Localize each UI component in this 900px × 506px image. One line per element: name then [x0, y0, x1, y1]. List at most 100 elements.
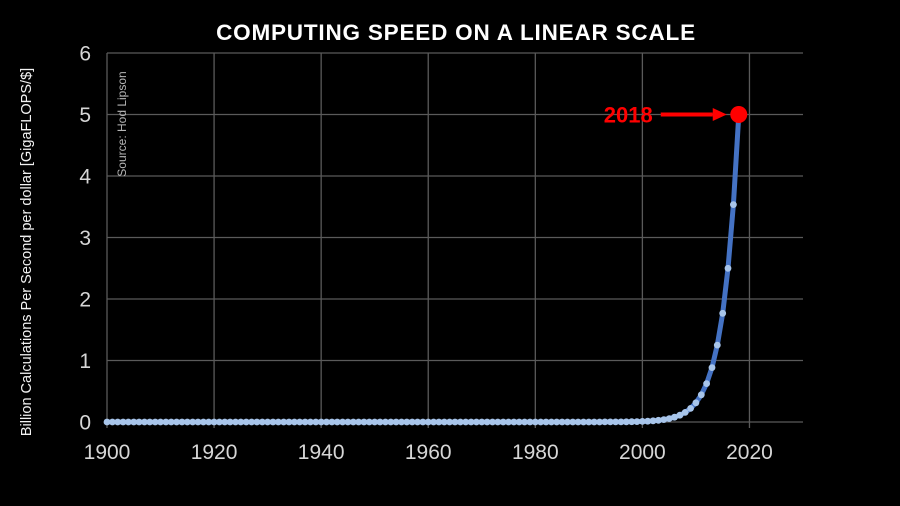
source-note: Source: Hod Lipson [115, 71, 129, 176]
data-point [301, 418, 309, 426]
data-point [489, 418, 496, 426]
data-point [419, 418, 427, 426]
data-point [242, 418, 250, 426]
data-point [130, 418, 138, 426]
data-point [574, 418, 582, 426]
data-point [558, 418, 566, 426]
data-point [521, 418, 528, 426]
data-point [291, 418, 298, 426]
data-point [114, 418, 122, 426]
data-point [382, 418, 389, 426]
data-point [376, 418, 384, 426]
data-point [580, 418, 587, 426]
data-point [435, 418, 443, 426]
data-point [649, 417, 657, 425]
data-point [606, 418, 614, 426]
y-axis-label: Billion Calculations Per Second per doll… [19, 68, 35, 436]
data-point [167, 418, 175, 426]
x-tick-label: 1960 [405, 441, 452, 464]
data-point [585, 418, 593, 426]
data-point [692, 399, 700, 407]
data-point [676, 411, 684, 419]
data-point [333, 418, 341, 426]
y-tick-label: 4 [79, 166, 91, 189]
data-point [462, 418, 470, 426]
data-point [312, 418, 320, 426]
data-point [724, 264, 732, 272]
data-point [601, 418, 609, 426]
data-point [660, 416, 668, 423]
data-point [269, 418, 277, 426]
data-point [141, 418, 148, 426]
data-point [639, 418, 646, 425]
data-point [355, 418, 362, 426]
chart-title: COMPUTING SPEED ON A LINEAR SCALE [216, 20, 696, 45]
data-point [323, 418, 330, 426]
data-point [339, 418, 346, 426]
x-tick-label: 1980 [512, 441, 559, 464]
data-point [178, 418, 186, 426]
data-point [510, 418, 518, 426]
data-point [628, 418, 636, 426]
data-point [189, 418, 197, 426]
data-point [151, 418, 159, 426]
data-point [708, 364, 716, 371]
data-point [515, 418, 523, 426]
data-point [617, 418, 625, 426]
data-point [531, 418, 539, 426]
y-tick-label: 6 [79, 43, 91, 66]
data-point [505, 418, 512, 426]
data-point [473, 418, 480, 426]
grid-layer [106, 52, 803, 428]
data-point [730, 201, 737, 209]
data-point [109, 418, 116, 426]
data-series [103, 111, 743, 426]
data-point [467, 418, 475, 426]
y-tick-label: 3 [79, 227, 91, 250]
data-point [349, 418, 357, 426]
data-point [274, 418, 282, 426]
data-point [644, 417, 652, 425]
data-point [612, 418, 619, 426]
data-point [162, 418, 170, 426]
data-point [210, 418, 218, 426]
y-tick-label: 5 [79, 104, 91, 127]
data-point [360, 418, 368, 426]
data-point [537, 418, 545, 426]
data-point [226, 418, 234, 426]
x-tick-label: 1900 [84, 441, 131, 464]
data-point [446, 418, 453, 426]
data-point [526, 418, 534, 426]
x-tick-label: 2020 [726, 441, 773, 464]
data-point [398, 418, 405, 426]
data-point [478, 418, 486, 426]
data-point [200, 418, 207, 426]
data-point [392, 418, 400, 426]
data-point [258, 418, 266, 426]
data-point [596, 418, 603, 426]
data-point [264, 418, 271, 426]
x-tick-label: 1940 [298, 441, 345, 464]
data-point [408, 418, 416, 426]
data-point [157, 418, 164, 426]
annotation-layer: 2018 [604, 103, 748, 128]
data-point [483, 418, 491, 426]
annotation-arrow-head [712, 108, 727, 121]
data-point [548, 418, 555, 426]
data-point [237, 418, 245, 426]
data-point [248, 418, 256, 426]
data-point [430, 418, 437, 426]
y-tick-label: 1 [79, 350, 91, 373]
data-point [344, 418, 352, 426]
data-point [687, 405, 694, 412]
data-point [499, 418, 507, 426]
data-point [365, 418, 373, 426]
data-point [280, 418, 288, 426]
data-point [424, 418, 432, 426]
data-point [633, 418, 641, 425]
data-point [216, 418, 223, 426]
data-point [205, 418, 213, 426]
data-point [414, 418, 421, 426]
